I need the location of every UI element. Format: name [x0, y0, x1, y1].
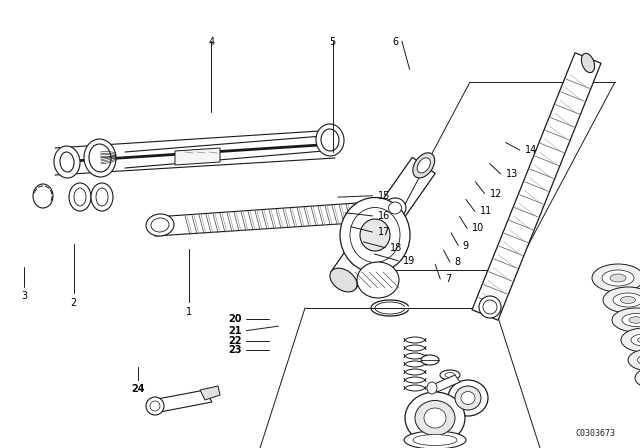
Text: 13: 13	[506, 169, 518, 179]
Text: 2: 2	[70, 298, 77, 308]
Text: 6: 6	[392, 37, 399, 47]
Text: 22: 22	[228, 336, 242, 346]
Ellipse shape	[637, 354, 640, 366]
Ellipse shape	[628, 349, 640, 371]
Ellipse shape	[388, 202, 401, 214]
Ellipse shape	[455, 386, 481, 410]
Text: 18: 18	[390, 243, 403, 253]
Ellipse shape	[631, 334, 640, 346]
Ellipse shape	[146, 214, 174, 236]
Ellipse shape	[413, 435, 457, 445]
Ellipse shape	[146, 397, 164, 415]
Text: 9: 9	[463, 241, 469, 250]
Text: 20: 20	[228, 314, 242, 324]
Ellipse shape	[592, 264, 640, 292]
Text: 8: 8	[454, 257, 461, 267]
Ellipse shape	[440, 370, 460, 380]
Polygon shape	[175, 148, 220, 165]
Ellipse shape	[621, 297, 636, 303]
Ellipse shape	[421, 355, 439, 365]
Ellipse shape	[69, 183, 91, 211]
Ellipse shape	[360, 219, 390, 251]
Ellipse shape	[415, 401, 455, 435]
Text: 14: 14	[525, 145, 537, 155]
Ellipse shape	[613, 293, 640, 307]
Text: 11: 11	[480, 207, 492, 216]
Ellipse shape	[321, 129, 339, 151]
Ellipse shape	[404, 431, 466, 448]
Ellipse shape	[74, 188, 86, 206]
Ellipse shape	[60, 152, 74, 172]
Ellipse shape	[384, 198, 406, 218]
Ellipse shape	[33, 184, 53, 208]
Text: 15: 15	[378, 191, 390, 201]
Ellipse shape	[622, 314, 640, 327]
Text: 10: 10	[472, 224, 484, 233]
Ellipse shape	[629, 317, 640, 323]
Text: C0303673: C0303673	[575, 429, 615, 438]
Polygon shape	[364, 157, 435, 243]
Ellipse shape	[89, 144, 111, 172]
Text: 21: 21	[228, 326, 242, 336]
Ellipse shape	[350, 207, 400, 263]
Ellipse shape	[151, 218, 169, 232]
Ellipse shape	[91, 183, 113, 211]
Ellipse shape	[602, 270, 634, 286]
Text: 5: 5	[330, 37, 336, 47]
Text: 24: 24	[131, 384, 145, 394]
Ellipse shape	[417, 158, 430, 173]
Ellipse shape	[445, 372, 455, 378]
Ellipse shape	[635, 367, 640, 389]
Text: 23: 23	[228, 345, 242, 355]
Ellipse shape	[610, 274, 626, 282]
Ellipse shape	[483, 300, 497, 314]
Ellipse shape	[637, 337, 640, 343]
Ellipse shape	[84, 139, 116, 177]
Ellipse shape	[448, 380, 488, 416]
Ellipse shape	[581, 53, 595, 73]
Ellipse shape	[96, 188, 108, 206]
Ellipse shape	[405, 392, 465, 444]
Polygon shape	[152, 390, 212, 412]
Ellipse shape	[357, 262, 399, 298]
Ellipse shape	[424, 408, 446, 428]
Ellipse shape	[330, 268, 357, 292]
Text: 1: 1	[186, 307, 192, 317]
Ellipse shape	[413, 153, 435, 178]
Text: 7: 7	[445, 274, 451, 284]
Ellipse shape	[461, 392, 475, 405]
Text: 3: 3	[21, 291, 28, 301]
Ellipse shape	[427, 382, 437, 394]
Polygon shape	[200, 386, 220, 400]
Polygon shape	[331, 226, 387, 289]
Ellipse shape	[150, 401, 160, 411]
Ellipse shape	[316, 124, 344, 156]
Text: 16: 16	[378, 211, 390, 221]
Ellipse shape	[54, 146, 80, 178]
Text: 19: 19	[403, 256, 415, 266]
Ellipse shape	[612, 308, 640, 332]
Text: 17: 17	[378, 227, 390, 237]
Text: 12: 12	[490, 189, 502, 198]
Polygon shape	[432, 375, 460, 392]
Ellipse shape	[479, 296, 501, 318]
Ellipse shape	[621, 328, 640, 352]
Ellipse shape	[603, 287, 640, 313]
Polygon shape	[472, 53, 601, 320]
Ellipse shape	[340, 198, 410, 272]
Text: 4: 4	[208, 37, 214, 47]
